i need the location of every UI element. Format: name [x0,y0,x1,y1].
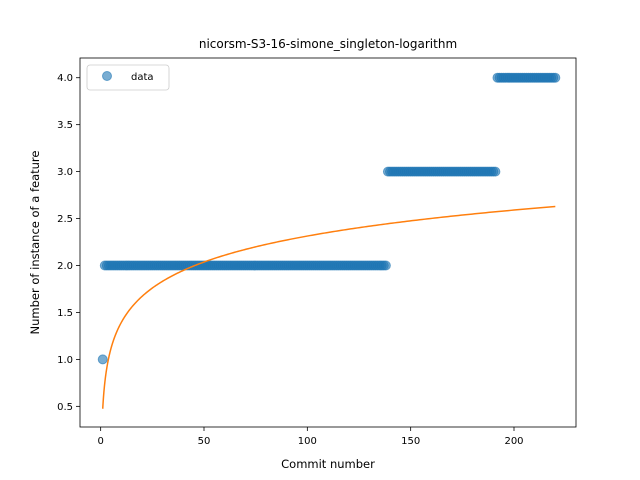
y-tick-label: 0.5 [57,402,73,413]
plot-area [97,72,561,409]
y-axis: 0.5 1.0 1.5 2.0 2.5 3.0 3.5 4.0 [57,73,80,413]
data-point [490,166,501,177]
legend-marker-data [102,71,112,81]
y-tick-label: 3.0 [57,167,73,178]
plot-frame [79,57,577,428]
x-tick-label: 0 [97,436,103,447]
x-axis: 0 50 100 150 200 [97,427,524,447]
fit-line [101,205,556,409]
legend-box [86,64,170,91]
x-axis-title: Commit number [281,457,375,471]
y-tick-label: 2.5 [57,214,73,225]
chart-title: nicorsm-S3-16-simone_singleton-logarithm [199,37,457,51]
y-tick-label: 4.0 [57,73,73,84]
legend: data [86,64,170,91]
x-tick-label: 200 [504,436,523,447]
y-tick-label: 3.5 [57,120,73,131]
x-tick-label: 100 [298,436,317,447]
data-point [550,72,561,83]
y-axis-title: Number of instance of a feature [28,151,42,335]
y-tick-label: 1.5 [57,308,73,319]
x-tick-label: 50 [198,436,211,447]
y-tick-label: 2.0 [57,261,73,272]
x-tick-label: 150 [401,436,420,447]
y-tick-label: 1.0 [57,355,73,366]
legend-label-data: data [131,72,154,83]
data-point [97,354,108,365]
data-point [380,260,391,271]
